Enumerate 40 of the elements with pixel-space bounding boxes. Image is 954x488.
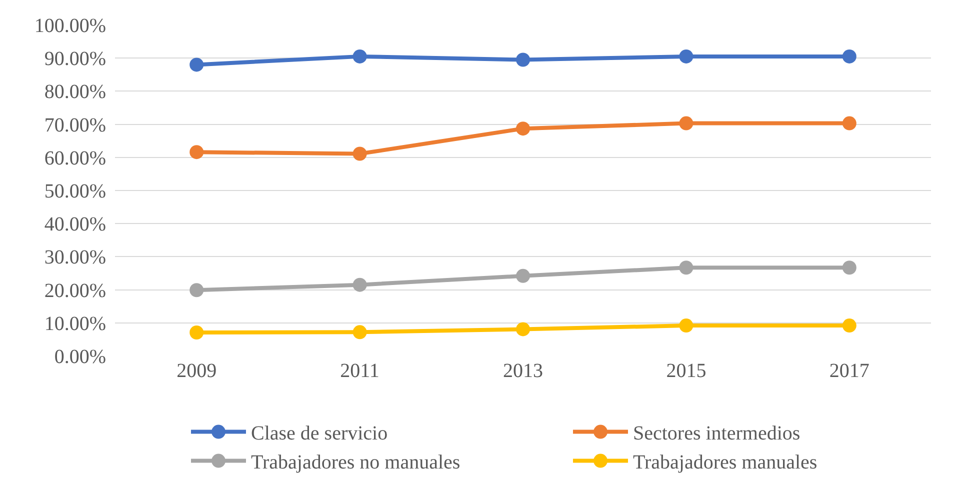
- legend-label: Sectores intermedios: [632, 422, 800, 445]
- legend-label: Trabajadores manuales: [632, 452, 818, 474]
- point: [516, 52, 530, 67]
- point: [516, 322, 530, 336]
- point: [190, 283, 204, 298]
- y-tick-label: 20.00%: [44, 280, 106, 302]
- point: [352, 325, 367, 340]
- y-tick-label: 100.00%: [34, 15, 106, 37]
- point: [352, 49, 367, 64]
- point: [679, 260, 694, 275]
- x-tick-label: 2015: [666, 360, 706, 382]
- y-tick-label: 40.00%: [44, 214, 106, 236]
- y-tick-label: 90.00%: [44, 48, 106, 70]
- legend-label: Clase de servicio: [250, 422, 388, 445]
- y-tick-label: 60.00%: [44, 147, 106, 170]
- point: [190, 326, 204, 340]
- x-tick-label: 2013: [503, 360, 543, 382]
- point: [842, 116, 856, 130]
- point: [842, 49, 856, 64]
- x-tick-label: 2011: [340, 360, 380, 382]
- point: [516, 268, 530, 283]
- y-tick-label: 70.00%: [44, 114, 106, 136]
- y-tick-label: 10.00%: [44, 312, 106, 335]
- x-tick-label: 2017: [829, 360, 870, 382]
- point: [679, 49, 694, 64]
- point: [842, 260, 856, 275]
- y-tick-label: 0.00%: [54, 346, 106, 368]
- point: [352, 278, 367, 292]
- y-tick-label: 30.00%: [44, 246, 106, 269]
- point: [679, 318, 694, 333]
- x-tick-label: 2009: [176, 360, 217, 382]
- legend-label: Trabajadores no manuales: [250, 452, 460, 474]
- point: [516, 122, 530, 136]
- y-tick-label: 50.00%: [44, 180, 106, 202]
- point: [679, 116, 694, 130]
- y-tick-label: 80.00%: [44, 81, 106, 104]
- point: [190, 58, 204, 72]
- point: [190, 145, 204, 160]
- point: [352, 146, 367, 161]
- point: [842, 318, 856, 333]
